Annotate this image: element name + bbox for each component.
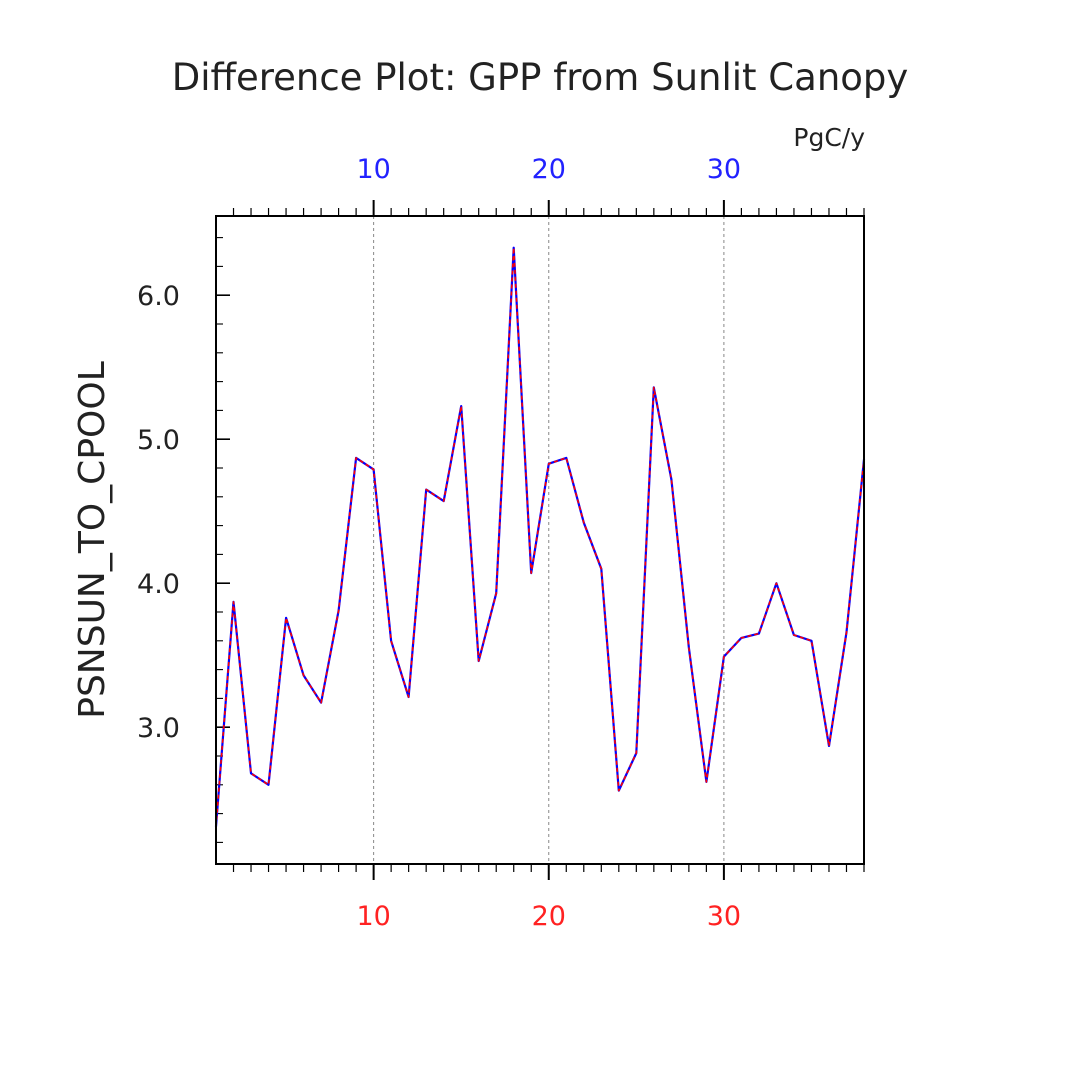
- y-tick-label: 6.0: [137, 281, 180, 312]
- chart-title: Difference Plot: GPP from Sunlit Canopy: [172, 56, 909, 99]
- y-tick-label: 4.0: [137, 569, 180, 600]
- y-tick-label: 3.0: [137, 713, 180, 744]
- x-tick-label-bottom: 30: [707, 901, 741, 932]
- y-axis-label: PSNSUN_TO_CPOOL: [72, 361, 113, 719]
- x-tick-label-top: 30: [707, 154, 741, 185]
- grid-lines: [373, 216, 725, 864]
- x-tick-label-bottom: 10: [356, 901, 390, 932]
- units-label: PgC/y: [793, 123, 865, 152]
- series-line-blue: [214, 246, 866, 827]
- x-tick-label-bottom: 20: [532, 901, 566, 932]
- y-tick-label: 5.0: [137, 425, 180, 456]
- x-tick-label-top: 10: [356, 154, 390, 185]
- axis-ticks: [216, 200, 865, 880]
- series-lines: [214, 246, 866, 827]
- plot-frame: [215, 215, 865, 865]
- x-tick-label-top: 20: [532, 154, 566, 185]
- series-line-red: [215, 246, 865, 827]
- tick-labels: 3.0 4.0 5.0 6.0 10 10 20 20 30 30: [137, 154, 741, 932]
